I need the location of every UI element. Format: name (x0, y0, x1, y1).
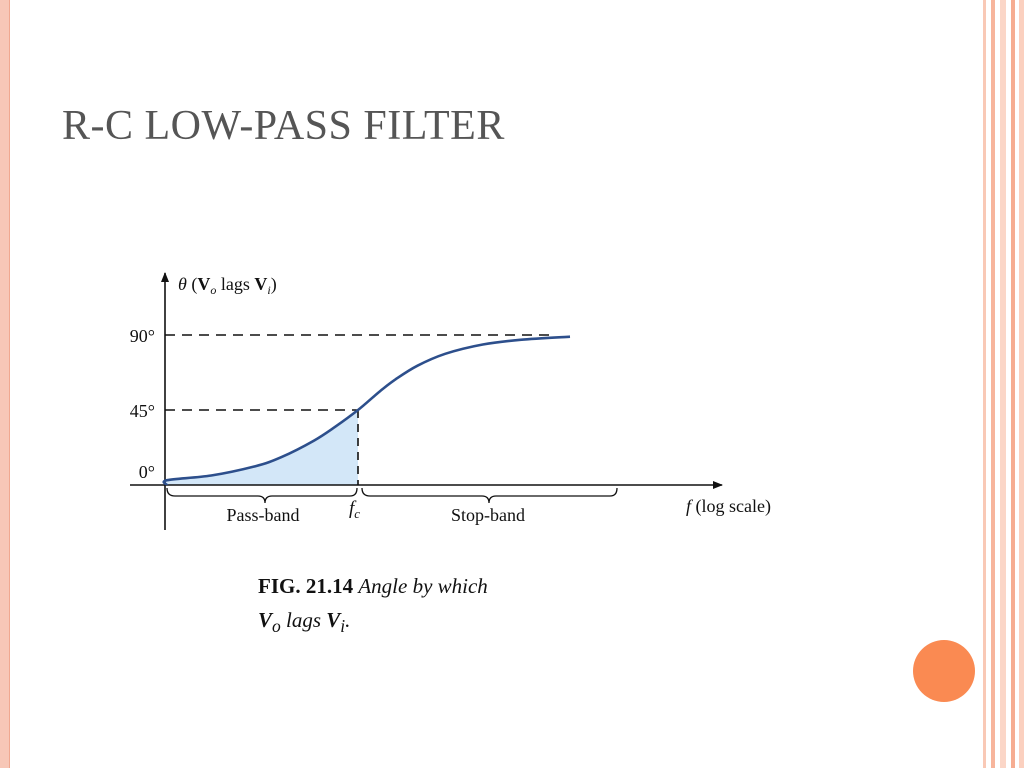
left-border (0, 0, 10, 768)
figure-caption: FIG. 21.14 Angle by which Vo lags Vi. (258, 569, 488, 643)
fc-label: fc (349, 498, 360, 521)
y-tick-label-0: 0° (139, 462, 155, 482)
pass-band-shaded-area (163, 410, 358, 485)
x-axis-title: f (log scale) (686, 496, 771, 517)
pass-band-brace (166, 487, 358, 504)
stop-band-label: Stop-band (451, 505, 525, 525)
stop-band-brace (361, 487, 618, 504)
slide-title: R-C LOW-PASS FILTER (62, 103, 505, 149)
right-border-stripes (978, 0, 1024, 768)
y-tick-label-90: 90° (130, 326, 155, 346)
caption-line-1: FIG. 21.14 Angle by which (258, 569, 488, 603)
y-axis-title: θ (Vo lags Vi) (178, 274, 277, 297)
phase-curve (162, 335, 571, 487)
y-tick-label-45: 45° (130, 401, 155, 421)
pass-band-label: Pass-band (227, 505, 300, 525)
caption-line-2: Vo lags Vi. (258, 608, 351, 637)
caption-text: Angle by which (358, 574, 488, 598)
caption-fig-number: FIG. 21.14 (258, 574, 354, 598)
decorative-orange-circle (913, 640, 975, 702)
